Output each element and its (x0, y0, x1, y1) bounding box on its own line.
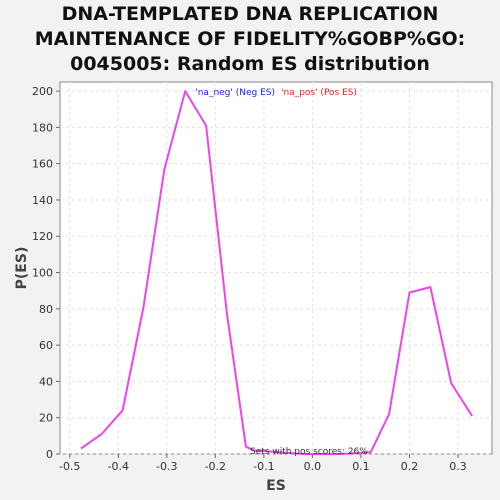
y-tick-label: 0 (46, 448, 53, 461)
x-tick-label: 0.1 (352, 460, 370, 473)
chart-title-line-3: 0045005: Random ES distribution (70, 53, 430, 75)
chart-title-line-2: MAINTENANCE OF FIDELITY%GOBP%GO: (34, 28, 466, 50)
series-line (80, 90, 473, 455)
y-tick-label: 20 (39, 412, 53, 425)
series-layer (80, 90, 473, 455)
chart-title-line-1: DNA-TEMPLATED DNA REPLICATION (61, 3, 439, 25)
x-tick-label: 0.3 (449, 460, 467, 473)
x-tick-label: -0.3 (156, 460, 177, 473)
x-tick-label: -0.5 (59, 460, 80, 473)
y-tick-label: 160 (32, 158, 53, 171)
x-tick-label: -0.1 (253, 460, 274, 473)
plot-area (59, 81, 493, 455)
legend-entry-neg: 'na_neg' (Neg ES) (195, 88, 275, 98)
y-axis-title: P(ES) (14, 247, 30, 290)
chart-title: DNA-TEMPLATED DNA REPLICATION MAINTENANC… (0, 2, 500, 77)
y-tick-label: 140 (32, 194, 53, 207)
x-tick-label: 0.0 (304, 460, 322, 473)
pos-scores-annotation: Sets with pos scores: 26% (250, 447, 368, 457)
x-tick-label: -0.2 (205, 460, 226, 473)
grid-layer (60, 82, 492, 455)
x-tick-label: -0.4 (108, 460, 129, 473)
y-tick-label: 40 (39, 375, 53, 388)
y-tick-label: 120 (32, 230, 53, 243)
y-tick-label: 60 (39, 339, 53, 352)
x-axis-title: ES (266, 478, 286, 494)
axis-layer: -0.5 -0.4 -0.3 -0.2 -0.1 0.0 0.1 0.2 0.3 0 20 40 60 8… (32, 85, 467, 473)
y-tick-label: 80 (39, 303, 53, 316)
y-tick-label: 200 (32, 85, 53, 98)
legend-entry-pos: 'na_pos' (Pos ES) (281, 88, 357, 98)
x-tick-label: 0.2 (401, 460, 419, 473)
y-tick-label: 100 (32, 267, 53, 280)
y-tick-label: 180 (32, 121, 53, 134)
